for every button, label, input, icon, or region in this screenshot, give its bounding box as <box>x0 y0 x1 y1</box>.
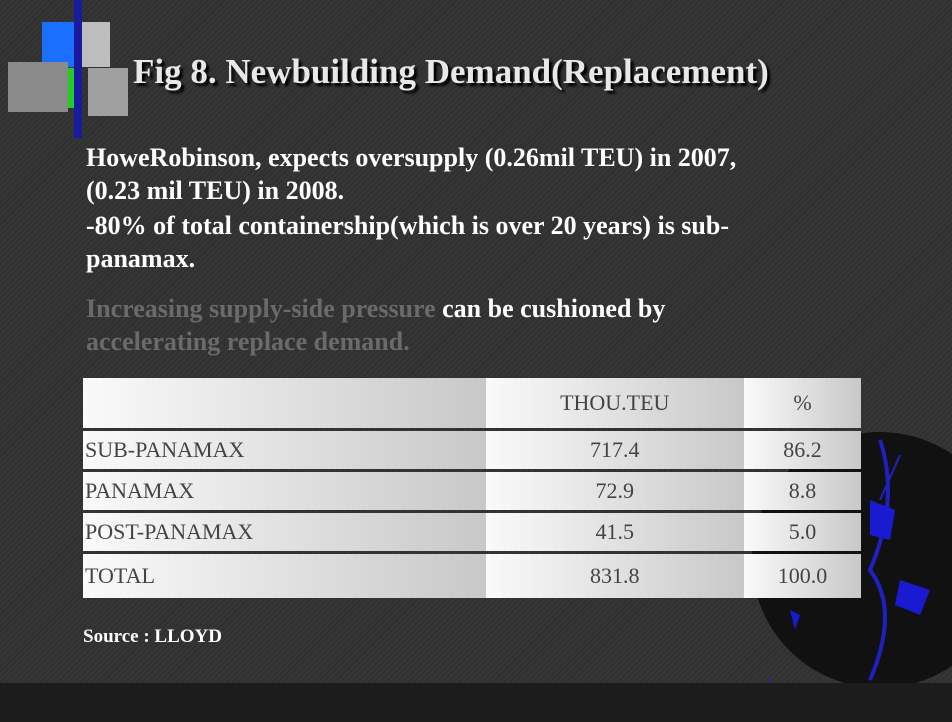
body-line: panamax. <box>86 244 196 273</box>
muted-text: Increasing supply-side pressure <box>86 294 436 323</box>
table: THOU.TEU% SUB-PANAMAX 717.4 86.2 PANAMAX 72.9… <box>83 375 861 601</box>
table-cell <box>83 378 486 428</box>
table-cell: 831.8 <box>485 554 744 598</box>
table-cell: 100.0 <box>744 554 861 598</box>
table-row: THOU.TEU% <box>83 378 861 428</box>
table-row: PANAMAX 72.9 8.8 <box>83 472 861 510</box>
body-line: HoweRobinson, expects oversupply (0.26mi… <box>86 143 737 172</box>
body-line: (0.23 mil TEU) in 2008. <box>86 176 345 205</box>
bottom-band <box>0 683 952 722</box>
table-row: POST-PANAMAX 41.5 5.0 <box>83 513 861 551</box>
table-cell: 86.2 <box>744 431 861 469</box>
table-cell: 717.4 <box>485 431 744 469</box>
table-cell: TOTAL <box>83 554 486 598</box>
table-row: TOTAL 831.8 100.0 <box>83 554 861 598</box>
table-cell: THOU.TEU <box>485 378 744 428</box>
table-cell: 8.8 <box>744 472 861 510</box>
table-cell: PANAMAX <box>83 472 486 510</box>
table-cell: % <box>744 378 861 428</box>
table-cell: SUB-PANAMAX <box>83 431 486 469</box>
table-cell: 5.0 <box>744 513 861 551</box>
source: Source : LLOYD <box>83 626 222 647</box>
table-cell: POST-PANAMAX <box>83 513 486 551</box>
body-line: -80% of total containership(which is ove… <box>86 211 730 240</box>
table-row: SUB-PANAMAX 717.4 86.2 <box>83 431 861 469</box>
title: Fig 8. Newbuilding Demand(Replacement) <box>133 52 769 91</box>
table-cell: 72.9 <box>485 472 744 510</box>
body-line: accelerating replace demand. <box>86 327 410 356</box>
body-line: Increasing supply-side pressure can be c… <box>86 294 665 324</box>
table-cell: 41.5 <box>485 513 744 551</box>
body-text: can be cushioned by <box>435 294 666 323</box>
